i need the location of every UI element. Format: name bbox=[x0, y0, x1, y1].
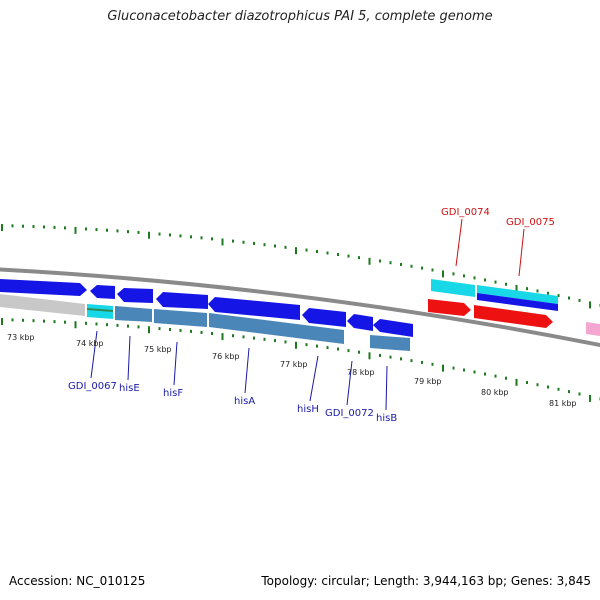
callout-line bbox=[346, 360, 353, 406]
gene-arrow-reverse[interactable] bbox=[347, 314, 373, 331]
gene-block[interactable] bbox=[87, 304, 113, 319]
genome-title: Gluconacetobacter diazotrophicus PAI 5, … bbox=[107, 9, 493, 24]
gene-callout-lines bbox=[90, 218, 525, 411]
genome-summary-text: Topology: circular; Length: 3,944,163 bp… bbox=[261, 574, 591, 588]
outer-gene-labels: GDI_0074 GDI_0075 bbox=[441, 207, 555, 228]
gene-label-hisf[interactable]: hisF bbox=[163, 388, 183, 399]
gene-block[interactable] bbox=[0, 294, 85, 316]
callout-line bbox=[385, 365, 388, 411]
callout-line bbox=[127, 335, 131, 381]
gene-arrow-forward[interactable] bbox=[428, 299, 471, 316]
gene-label-hisb[interactable]: hisB bbox=[376, 413, 397, 424]
forward-strand-genes bbox=[0, 279, 413, 337]
scale-label: 79 kbp bbox=[414, 377, 442, 386]
gene-arrow-forward[interactable] bbox=[474, 305, 553, 328]
gene-label-gdi-0074[interactable]: GDI_0074 bbox=[441, 207, 490, 218]
gene-stripe bbox=[86, 308, 114, 312]
scale-label: 81 kbp bbox=[549, 399, 577, 408]
gene-arrow-reverse[interactable] bbox=[90, 285, 115, 299]
scale-label: 80 kbp bbox=[481, 388, 509, 397]
genome-backbone bbox=[0, 267, 600, 348]
scale-label: 78 kbp bbox=[347, 368, 375, 377]
gene-label-hisa[interactable]: hisA bbox=[234, 396, 255, 407]
callout-line bbox=[518, 228, 525, 277]
gene-label-gdi-0072[interactable]: GDI_0072 bbox=[325, 408, 374, 419]
gene-arrow-reverse[interactable] bbox=[302, 308, 346, 327]
outer-tick-marks bbox=[1, 224, 600, 309]
gene-label-hise[interactable]: hisE bbox=[119, 383, 140, 394]
gene-block[interactable] bbox=[586, 322, 600, 336]
accession-text: Accession: NC_010125 bbox=[9, 574, 146, 588]
callout-line bbox=[244, 347, 250, 394]
gene-arrow-reverse[interactable] bbox=[156, 292, 208, 309]
gene-arrow-forward[interactable] bbox=[477, 293, 558, 311]
callout-line bbox=[90, 330, 98, 379]
scale-label: 73 kbp bbox=[7, 333, 35, 342]
gene-block[interactable] bbox=[209, 313, 344, 344]
scale-label: 76 kbp bbox=[212, 352, 240, 361]
callout-line bbox=[173, 341, 178, 386]
scale-label: 74 kbp bbox=[76, 339, 104, 348]
gene-arrow-reverse[interactable] bbox=[208, 297, 300, 320]
gene-arrow-forward[interactable] bbox=[0, 279, 87, 296]
gene-block[interactable] bbox=[115, 306, 152, 322]
gene-label-gdi-0075[interactable]: GDI_0075 bbox=[506, 217, 555, 228]
inner-gene-labels: GDI_0067 hisE hisF hisA hisH GDI_0072 hi… bbox=[68, 381, 397, 424]
gene-block[interactable] bbox=[370, 335, 410, 351]
gene-label-hish[interactable]: hisH bbox=[297, 404, 319, 415]
gene-label-gdi-0067[interactable]: GDI_0067 bbox=[68, 381, 117, 392]
callout-line bbox=[309, 355, 319, 402]
scale-labels: 73 kbp 74 kbp 75 kbp 76 kbp 77 kbp 78 kb… bbox=[7, 333, 577, 408]
feature-track bbox=[0, 294, 410, 351]
gene-arrow-reverse[interactable] bbox=[373, 319, 413, 337]
scale-label: 77 kbp bbox=[280, 360, 308, 369]
gene-block[interactable] bbox=[154, 309, 207, 327]
scale-label: 75 kbp bbox=[144, 345, 172, 354]
inner-tick-marks bbox=[1, 318, 600, 402]
gene-block[interactable] bbox=[431, 279, 475, 297]
gene-arrow-reverse[interactable] bbox=[117, 288, 153, 303]
callout-line bbox=[455, 218, 463, 267]
gene-block[interactable] bbox=[477, 285, 558, 304]
outer-strand-genes bbox=[428, 279, 600, 336]
